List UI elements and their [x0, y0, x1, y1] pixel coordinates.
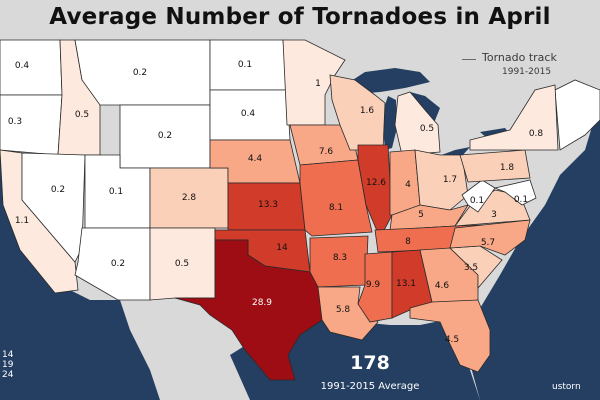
state-la	[317, 286, 379, 341]
state-value-sd: 0.4	[241, 109, 256, 119]
value-labels: 0.4 0.3 1.1 0.5 0.2 0.2 0.2 0.1 0.2 2.8 0.5 0.1 0.4 4…	[8, 60, 544, 345]
state-layer	[0, 39, 600, 381]
state-new-england	[554, 79, 600, 151]
state-value-ca: 1.1	[15, 216, 29, 226]
state-value-ky: 5	[418, 210, 424, 220]
state-mi	[394, 91, 441, 156]
state-value-la: 5.8	[336, 305, 351, 315]
state-md	[493, 179, 537, 206]
state-value-az: 0.2	[111, 259, 125, 269]
state-value-md: 0.1	[514, 195, 528, 205]
state-value-wy: 0.2	[158, 131, 172, 141]
state-value-tn: 8	[405, 237, 411, 247]
state-wv	[461, 179, 496, 213]
state-value-mt: 0.2	[133, 68, 147, 78]
lake-superior	[345, 68, 430, 94]
map-title: Average Number of Tornadoes in April	[49, 4, 551, 30]
pacific-ocean	[0, 150, 160, 400]
state-ny	[469, 84, 559, 151]
state-value-il: 12.6	[366, 178, 386, 188]
state-tx	[174, 239, 323, 381]
state-value-ks: 13.3	[258, 200, 278, 210]
track-legend-years: 1991-2015	[502, 67, 552, 77]
total-average-label: 1991-2015 Average	[320, 381, 420, 392]
state-value-co: 2.8	[182, 193, 197, 203]
scale-label: 19	[2, 360, 14, 370]
track-legend-label: Tornado track	[482, 51, 557, 64]
state-value-nc: 5.7	[481, 238, 495, 248]
state-value-wa: 0.4	[15, 61, 30, 71]
state-value-nv: 0.2	[51, 185, 65, 195]
state-value-wi: 1.6	[360, 106, 375, 116]
state-value-fl: 4.5	[445, 335, 459, 345]
state-value-va: 3	[491, 210, 497, 220]
state-value-ar: 8.3	[333, 253, 347, 263]
state-value-wv: 0.1	[470, 196, 484, 206]
state-oh	[414, 149, 469, 211]
state-value-ne: 4.4	[248, 154, 263, 164]
state-value-tx: 28.9	[252, 298, 272, 308]
lake-michigan	[383, 96, 397, 150]
state-value-or: 0.3	[8, 117, 22, 127]
state-ar	[309, 235, 369, 288]
state-value-nd: 0.1	[238, 60, 252, 70]
state-value-ut: 0.1	[109, 187, 123, 197]
state-value-sc: 3.5	[464, 263, 478, 273]
state-value-ga: 4.6	[435, 281, 450, 291]
scale-label: 24	[2, 370, 14, 380]
scale-labels: 14 19 24	[2, 350, 13, 380]
state-value-mo: 8.1	[329, 203, 343, 213]
state-value-id: 0.5	[75, 110, 89, 120]
state-value-mn: 1	[315, 79, 321, 89]
total-average-value: 178	[350, 352, 390, 374]
state-value-ny: 0.8	[529, 129, 544, 139]
state-fl	[409, 299, 491, 373]
scale-label: 14	[2, 350, 14, 360]
track-line-swatch	[462, 59, 476, 60]
state-pa	[459, 149, 531, 183]
state-value-ia: 7.6	[319, 147, 334, 157]
state-value-pa: 1.8	[500, 163, 515, 173]
state-value-al: 13.1	[396, 279, 416, 289]
state-value-in: 4	[405, 180, 411, 190]
atlantic-ocean	[465, 100, 600, 400]
state-wa	[0, 39, 63, 96]
state-value-oh: 1.7	[443, 175, 457, 185]
credit-text: ustorn	[552, 382, 581, 392]
state-value-ok: 14	[276, 243, 288, 253]
state-value-nm: 0.5	[175, 259, 189, 269]
state-value-ms: 9.9	[366, 280, 381, 290]
state-value-mi: 0.5	[420, 124, 434, 134]
